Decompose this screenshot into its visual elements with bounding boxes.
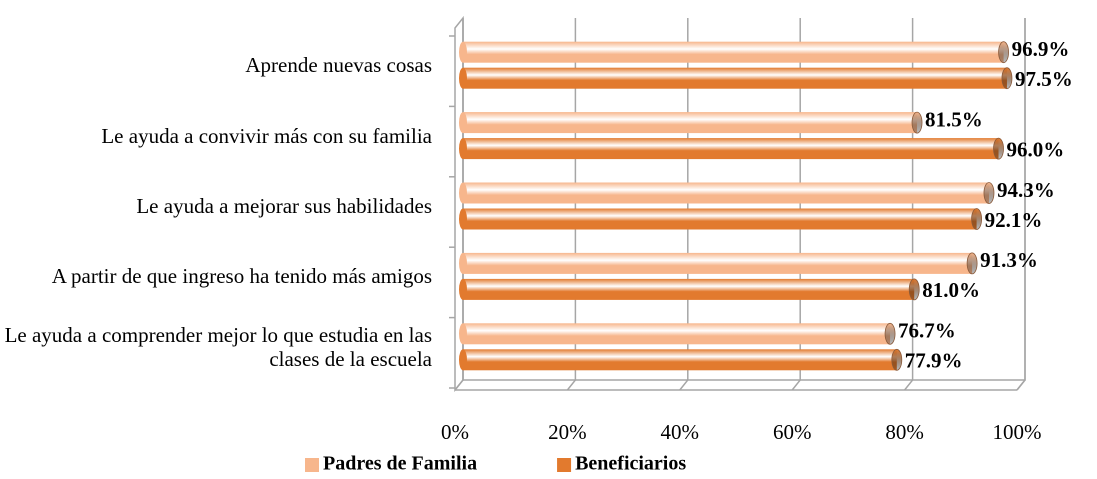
bar bbox=[459, 67, 1013, 90]
bar-cap bbox=[966, 252, 978, 275]
category-label-box: Le ayuda a convivir más con su familia bbox=[101, 123, 432, 148]
bar bbox=[459, 348, 903, 371]
bar-body bbox=[463, 349, 897, 371]
value-label: 81.5% bbox=[925, 107, 983, 131]
value-label: 96.0% bbox=[1007, 137, 1065, 161]
bar-cap bbox=[891, 348, 903, 371]
grid-floor bbox=[1016, 379, 1026, 391]
value-label: 97.5% bbox=[1015, 67, 1073, 91]
y-tick-label: A partir de que ingreso ha tenido más am… bbox=[51, 264, 432, 289]
grid-floor bbox=[679, 379, 689, 391]
y-tick-label: Le ayuda a comprender mejor lo que estud… bbox=[4, 322, 432, 371]
y-tick-label: Aprende nuevas cosas bbox=[245, 53, 432, 78]
y-tick-label: Le ayuda a convivir más con su familia bbox=[101, 123, 432, 148]
category-label-box: Aprende nuevas cosas bbox=[245, 53, 432, 78]
bar-body bbox=[463, 41, 1004, 63]
bar bbox=[459, 252, 978, 275]
bar bbox=[459, 278, 920, 301]
category-label-box: A partir de que ingreso ha tenido más am… bbox=[51, 264, 432, 289]
x-tick-label: 0% bbox=[441, 420, 469, 444]
bar-cap bbox=[971, 208, 983, 230]
value-label: 94.3% bbox=[997, 178, 1055, 202]
x-tick-label: 60% bbox=[773, 420, 812, 444]
bar-start bbox=[459, 323, 467, 345]
bar bbox=[459, 208, 983, 230]
value-label: 92.1% bbox=[985, 208, 1043, 232]
bar-start bbox=[459, 182, 467, 204]
grid-floor bbox=[566, 379, 576, 391]
bar-body bbox=[463, 138, 999, 160]
bar-start bbox=[459, 112, 467, 134]
bar bbox=[459, 111, 923, 134]
bar-cap bbox=[983, 182, 995, 204]
bar-cap bbox=[908, 278, 920, 301]
bar-cap bbox=[998, 41, 1009, 64]
grid-floor bbox=[904, 379, 914, 391]
x-tick-label: 100% bbox=[993, 420, 1042, 444]
grid-floor bbox=[791, 379, 801, 391]
value-label: 77.9% bbox=[905, 349, 963, 373]
grid-floor bbox=[454, 379, 464, 391]
bar-start bbox=[459, 252, 467, 274]
bar-start bbox=[459, 349, 467, 371]
category-label-box: Le ayuda a comprender mejor lo que estud… bbox=[4, 322, 432, 371]
x-tick-label: 20% bbox=[548, 420, 587, 444]
bar-body bbox=[463, 252, 973, 274]
value-label: 76.7% bbox=[898, 319, 956, 343]
bar-cap bbox=[911, 111, 923, 134]
bar-body bbox=[463, 208, 977, 230]
bar-body bbox=[463, 278, 915, 300]
bar-start bbox=[459, 208, 467, 230]
bar bbox=[459, 41, 1009, 64]
bar-cap bbox=[884, 322, 896, 345]
bar-body bbox=[463, 182, 989, 204]
bar-cap bbox=[1001, 67, 1013, 90]
bar bbox=[459, 322, 896, 345]
bar-body bbox=[463, 323, 891, 345]
bar-body bbox=[463, 67, 1007, 89]
bar bbox=[459, 137, 1004, 160]
legend-swatch bbox=[557, 458, 572, 472]
x-tick-label: 80% bbox=[885, 420, 924, 444]
value-label: 96.9% bbox=[1012, 37, 1070, 61]
legend-label: Beneficiarios bbox=[575, 453, 686, 475]
legend-swatch bbox=[305, 458, 319, 472]
bar-start bbox=[459, 138, 467, 160]
value-label: 91.3% bbox=[980, 248, 1038, 272]
y-tick-label: Le ayuda a mejorar sus habilidades bbox=[136, 194, 432, 218]
legend-label: Padres de Familia bbox=[323, 453, 477, 475]
x-tick-label: 40% bbox=[661, 420, 700, 444]
bar-start bbox=[459, 67, 467, 89]
bar-start bbox=[459, 278, 467, 300]
bar-body bbox=[463, 112, 918, 134]
bar-start bbox=[459, 41, 467, 63]
category-label-box: Le ayuda a mejorar sus habilidades bbox=[136, 194, 432, 218]
bar-cap bbox=[993, 137, 1004, 160]
bar bbox=[459, 182, 995, 204]
value-label: 81.0% bbox=[922, 278, 980, 302]
